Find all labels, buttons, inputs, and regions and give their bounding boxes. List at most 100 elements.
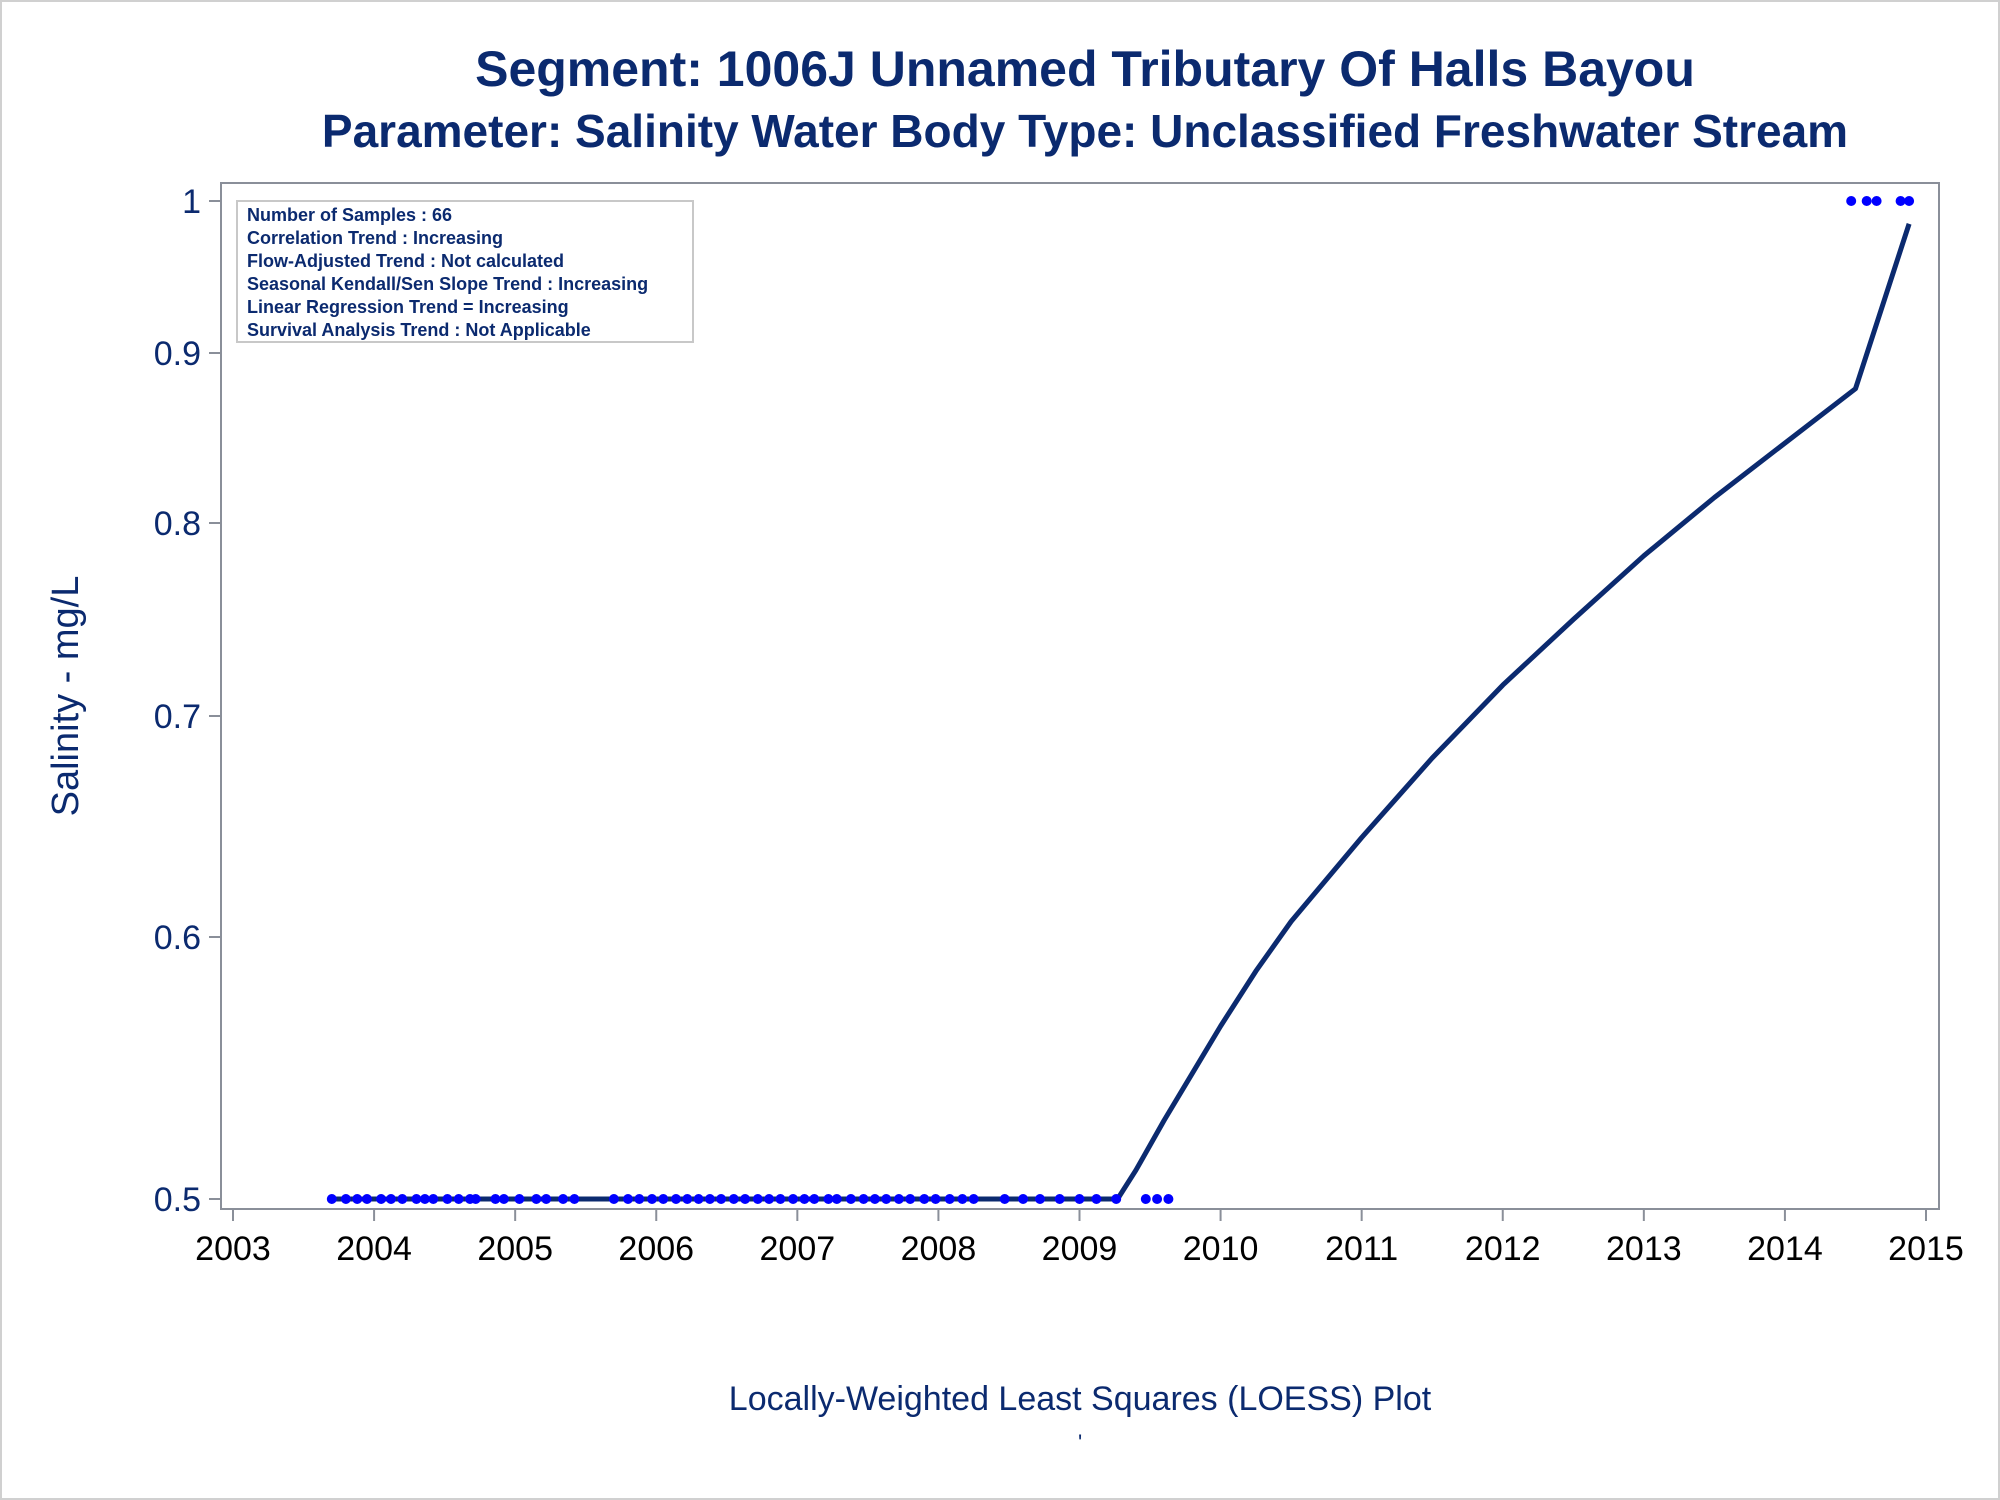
stat-line-4: Linear Regression Trend = Increasing [247, 297, 569, 317]
data-point [470, 1194, 481, 1204]
sample-points-series [326, 196, 1915, 1204]
stat-line-2: Flow-Adjusted Trend : Not calculated [247, 251, 564, 271]
x-tick-label: 2014 [1747, 1230, 1823, 1268]
x-tick-label: 2009 [1042, 1230, 1118, 1268]
data-point [788, 1194, 799, 1204]
data-point [809, 1194, 820, 1204]
data-point [386, 1194, 396, 1204]
data-point [623, 1194, 633, 1204]
data-point [634, 1194, 645, 1204]
loess-line-series [331, 223, 1912, 1202]
data-point [858, 1194, 869, 1204]
x-axis: 2003 2004 2005 2006 2007 2008 2009 2010 2011 2012… [195, 1209, 1964, 1268]
data-point [442, 1194, 453, 1204]
data-point [419, 1194, 430, 1204]
data-point [799, 1194, 810, 1204]
data-point [1861, 196, 1872, 206]
data-point [1846, 196, 1857, 206]
y-tick-label: 1 [182, 183, 201, 221]
x-tick-label: 2004 [336, 1230, 412, 1268]
y-tick-label: 0.9 [154, 335, 201, 373]
data-point [881, 1194, 892, 1204]
data-point [608, 1194, 619, 1204]
x-tick-label: 2006 [618, 1230, 694, 1268]
data-point [682, 1194, 693, 1204]
data-point [326, 1194, 337, 1204]
data-point [453, 1194, 464, 1204]
y-tick-label: 0.5 [154, 1181, 201, 1219]
data-point [658, 1194, 669, 1204]
data-point [362, 1194, 372, 1204]
y-axis-title: Salinity - mg/L [45, 576, 87, 817]
x-tick-label: 2003 [195, 1230, 271, 1268]
x-tick-label: 2007 [760, 1230, 836, 1268]
data-point [716, 1194, 727, 1204]
y-tick-label: 0.6 [154, 919, 201, 957]
stat-line-0: Number of Samples : 66 [247, 205, 452, 225]
data-point [893, 1194, 904, 1204]
data-point [919, 1194, 930, 1204]
stat-line-5: Survival Analysis Trend : Not Applicable [247, 320, 591, 340]
data-point [704, 1194, 715, 1204]
x-tick-label: 2010 [1183, 1230, 1259, 1268]
data-point [558, 1194, 569, 1204]
data-point [944, 1194, 955, 1204]
data-point [569, 1194, 580, 1204]
data-point [531, 1194, 542, 1204]
data-point [428, 1194, 439, 1204]
data-point [823, 1194, 834, 1204]
data-point [1074, 1194, 1085, 1204]
data-point [764, 1194, 775, 1204]
data-point [831, 1194, 842, 1204]
data-point [352, 1194, 363, 1204]
data-point [671, 1194, 681, 1204]
stat-line-3: Seasonal Kendall/Sen Slope Trend : Incre… [247, 274, 648, 294]
data-point [1163, 1194, 1174, 1204]
data-point [498, 1194, 509, 1204]
x-tick-label: 2012 [1465, 1230, 1541, 1268]
y-tick-label: 0.8 [154, 505, 201, 543]
data-point [1904, 196, 1915, 206]
data-point [775, 1194, 786, 1204]
chart-title: Segment: 1006J Unnamed Tributary Of Hall… [475, 41, 1695, 97]
data-point [999, 1194, 1010, 1204]
stats-box-border [236, 200, 694, 343]
data-point [957, 1194, 968, 1204]
data-point [541, 1194, 552, 1204]
x-tick-label: 2013 [1606, 1230, 1682, 1268]
data-point [869, 1194, 880, 1204]
data-point [845, 1194, 856, 1204]
data-point [905, 1194, 916, 1204]
footnote-mark: ' [1078, 1430, 1083, 1455]
stat-line-1: Correlation Trend : Increasing [247, 228, 503, 248]
y-tick-label: 0.7 [154, 698, 201, 736]
data-point [1152, 1194, 1163, 1204]
data-point [397, 1194, 408, 1204]
data-point [1091, 1194, 1102, 1204]
data-point [728, 1194, 739, 1204]
data-point [376, 1194, 387, 1204]
data-point [752, 1194, 763, 1204]
x-tick-label: 2005 [477, 1230, 553, 1268]
data-point [490, 1194, 501, 1204]
data-point [1140, 1194, 1151, 1204]
x-tick-label: 2015 [1888, 1230, 1964, 1268]
data-point [1035, 1194, 1045, 1204]
data-point [1111, 1194, 1122, 1204]
loess-line [331, 223, 1912, 1202]
data-point [411, 1194, 422, 1204]
data-point [930, 1194, 941, 1204]
data-point [340, 1194, 351, 1204]
chart-footnote: Locally-Weighted Least Squares (LOESS) P… [728, 1380, 1432, 1418]
y-axis: 0.5 0.6 0.7 0.8 0.9 1 [154, 183, 221, 1219]
trend-stats-box: Number of Samples : 66 Correlation Trend… [236, 200, 694, 343]
data-point [1895, 196, 1906, 206]
x-tick-label: 2008 [901, 1230, 977, 1268]
data-point [1054, 1194, 1065, 1204]
data-point [693, 1194, 704, 1204]
data-point [1018, 1194, 1029, 1204]
chart-subtitle: Parameter: Salinity Water Body Type: Unc… [321, 105, 1849, 157]
data-point [1871, 196, 1882, 206]
x-tick-label: 2011 [1325, 1230, 1398, 1268]
